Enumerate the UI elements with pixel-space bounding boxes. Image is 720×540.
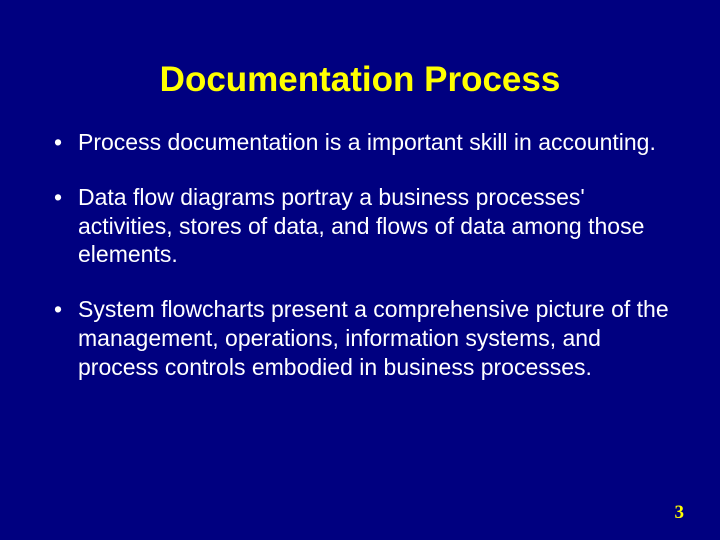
page-number: 3 — [675, 502, 685, 524]
slide-container: Documentation Process Process documentat… — [0, 0, 720, 540]
bullet-item: Data flow diagrams portray a business pr… — [50, 183, 680, 269]
slide-title: Documentation Process — [40, 60, 680, 100]
bullet-item: System flowcharts present a comprehensiv… — [50, 295, 680, 381]
bullet-list: Process documentation is a important ski… — [40, 128, 680, 381]
bullet-item: Process documentation is a important ski… — [50, 128, 680, 157]
